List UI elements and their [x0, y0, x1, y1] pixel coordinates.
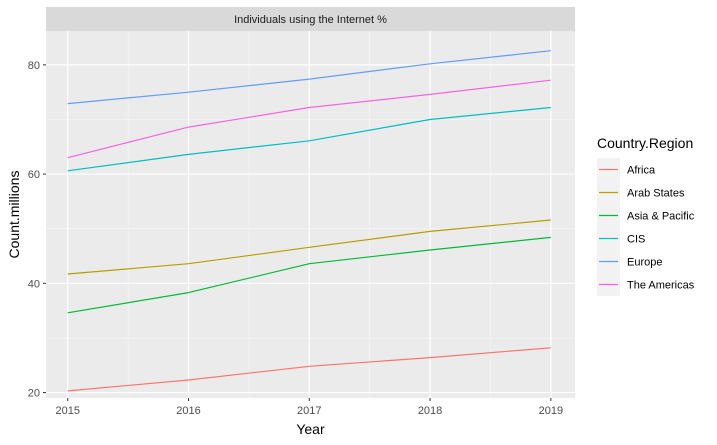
legend-label: Africa [627, 165, 656, 177]
y-axis: 20 40 60 80 [28, 60, 46, 400]
series-line-asia-pacific [67, 236, 551, 314]
y-tick-label: 60 [28, 169, 40, 181]
legend-label: The Americas [627, 280, 695, 292]
x-axis-title: Year [296, 421, 325, 437]
y-tick-label: 40 [28, 278, 40, 290]
series-line-arab-states [67, 219, 551, 275]
series-line-the-americas [67, 79, 551, 159]
legend-item-arab-states: Arab States [597, 181, 685, 204]
x-tick-label: 2015 [55, 405, 79, 417]
series-line-africa [67, 347, 551, 392]
plot-panel [46, 31, 575, 398]
x-tick-label: 2017 [297, 405, 321, 417]
x-tick-label: 2016 [176, 405, 200, 417]
legend: Africa Arab States Asia & Pacific CIS Europe… [597, 158, 695, 296]
legend-item-europe: Europe [597, 250, 662, 273]
x-tick-label: 2018 [418, 405, 442, 417]
legend-label: Arab States [627, 188, 685, 200]
chart-title: Individuals using the Internet % [234, 14, 387, 26]
series-line-cis [67, 106, 551, 172]
series-line-europe [67, 50, 551, 105]
x-tick-label: 2019 [539, 405, 563, 417]
legend-item-asia-pacific: Asia & Pacific [597, 204, 695, 227]
legend-label: Europe [627, 257, 662, 269]
minor-gridlines [46, 31, 575, 398]
facet-strip [46, 7, 575, 31]
legend-item-africa: Africa [597, 158, 656, 181]
y-axis-title: Count.millions [6, 171, 22, 259]
legend-item-the-americas: The Americas [597, 273, 695, 296]
series-lines [67, 50, 551, 392]
legend-title: Country.Region [597, 135, 693, 151]
legend-item-cis: CIS [597, 227, 645, 250]
legend-label: CIS [627, 234, 645, 246]
legend-label: Asia & Pacific [627, 211, 695, 223]
y-tick-label: 80 [28, 60, 40, 72]
x-axis: 2015 2016 2017 2018 2019 [55, 398, 563, 417]
y-tick-label: 20 [28, 388, 40, 400]
